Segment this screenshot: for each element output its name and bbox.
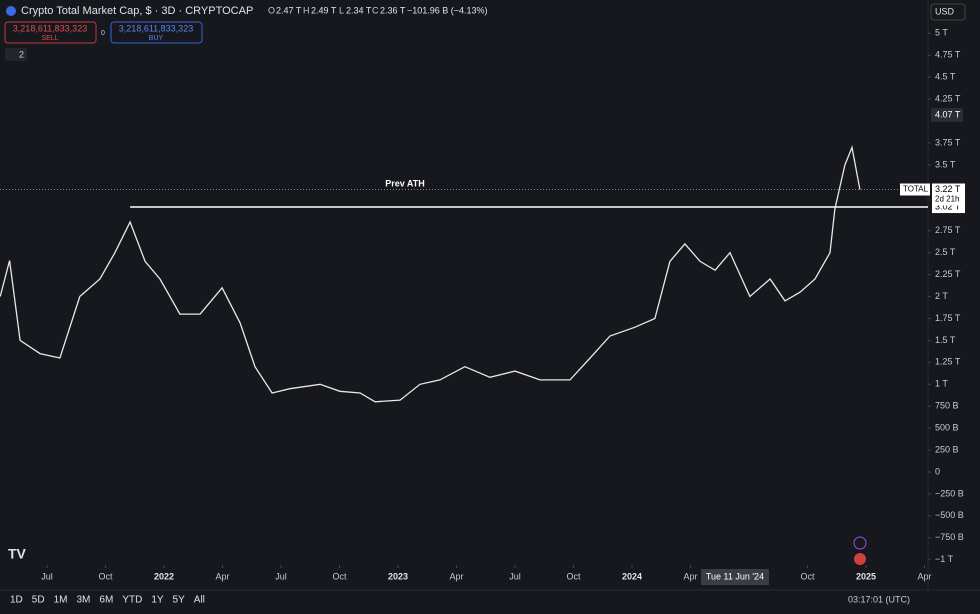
range-button[interactable]: YTD xyxy=(122,595,142,606)
y-tick-label: 4.5 T xyxy=(935,72,956,82)
y-tick-label: −1 T xyxy=(935,554,954,564)
range-button[interactable]: 1Y xyxy=(151,595,164,606)
currency[interactable]: USD xyxy=(935,6,955,16)
y-tick-label: 3.75 T xyxy=(935,137,961,147)
ohlc: O xyxy=(268,5,275,15)
y-tick-label: 2.25 T xyxy=(935,269,961,279)
clock: 03:17:01 (UTC) xyxy=(848,594,910,604)
crosshair-y-box xyxy=(931,107,963,122)
x-tick-label: Oct xyxy=(566,571,581,581)
sell-label[interactable]: SELL xyxy=(41,35,58,42)
indicator-count[interactable]: 2 xyxy=(19,49,24,59)
x-tick-label: Apr xyxy=(917,571,931,581)
last-name: TOTAL xyxy=(903,185,929,194)
range-button[interactable]: 3M xyxy=(77,595,91,606)
ohlc: 2.49 T xyxy=(311,5,337,15)
buy-label[interactable]: BUY xyxy=(149,35,164,42)
y-tick-label: 1.25 T xyxy=(935,357,961,367)
y-tick-label: 2.75 T xyxy=(935,225,961,235)
range-button[interactable]: All xyxy=(194,595,205,606)
y-tick-label: 1.75 T xyxy=(935,313,961,323)
y-tick-label: 0 xyxy=(935,466,940,476)
y-tick-label: 1.5 T xyxy=(935,335,956,345)
x-tick-label: Jul xyxy=(275,571,287,581)
y-tick-label: 250 B xyxy=(935,444,959,454)
ath-label: Prev ATH xyxy=(385,178,425,188)
ohlc: C xyxy=(372,5,379,15)
currency-button[interactable] xyxy=(930,3,966,21)
range-button[interactable]: 1D xyxy=(10,595,23,606)
y-tick-label: 750 B xyxy=(935,401,959,411)
y-tick-label: −250 B xyxy=(935,488,964,498)
last-price-box xyxy=(932,183,965,206)
x-tick-label: 2024 xyxy=(622,571,642,581)
sell-price[interactable]: 3,218,611,833,323 xyxy=(13,23,87,33)
buy-button[interactable] xyxy=(110,21,203,44)
range-button[interactable]: 5D xyxy=(32,595,45,606)
last-name-box xyxy=(900,183,930,196)
range-button[interactable]: 5Y xyxy=(173,595,186,606)
y-tick-label: 4.25 T xyxy=(935,94,961,104)
crosshair-x-box xyxy=(700,569,769,585)
countdown: 2d 21h xyxy=(935,195,959,204)
ohlc: 2.34 T xyxy=(346,5,372,15)
y-tick-label: −500 B xyxy=(935,510,964,520)
crosshair-x-label: Tue 11 Jun '24 xyxy=(706,571,764,581)
ohlc: H xyxy=(303,5,310,15)
x-tick-label: Apr xyxy=(683,571,697,581)
y-tick-label: 4.75 T xyxy=(935,50,961,60)
last-price: 3.22 T xyxy=(935,184,961,194)
event-icon xyxy=(854,553,866,565)
ohlc: 2.47 T xyxy=(276,5,302,15)
x-tick-label: Oct xyxy=(800,571,815,581)
event-icon xyxy=(853,536,867,550)
y-tick-label: 5 T xyxy=(935,28,948,38)
range-button[interactable]: 1M xyxy=(54,595,68,606)
x-tick-label: Jul xyxy=(509,571,521,581)
y-tick-label: 3.5 T xyxy=(935,159,956,169)
indicator-toggle[interactable] xyxy=(5,48,27,61)
crosshair-y-label: 4.07 T xyxy=(935,109,961,119)
y-tick-label: 1 T xyxy=(935,379,948,389)
range-button[interactable]: 6M xyxy=(99,595,113,606)
y-tick-label: −750 B xyxy=(935,532,964,542)
x-tick-label: Jul xyxy=(41,571,53,581)
y-tick-label: 500 B xyxy=(935,423,959,433)
ohlc: 2.36 T xyxy=(380,5,406,15)
ath-price: 3.02 T xyxy=(935,201,961,211)
title: Crypto Total Market Cap, $ · 3D · CRYPTO… xyxy=(21,5,253,17)
symbol-icon xyxy=(6,6,16,16)
x-tick-label: 2022 xyxy=(154,571,174,581)
x-tick-label: 2025 xyxy=(856,571,876,581)
x-tick-label: Oct xyxy=(333,571,348,581)
spread: 0 xyxy=(101,30,105,37)
x-tick-label: Oct xyxy=(99,571,114,581)
ohlc: L xyxy=(339,5,344,15)
x-tick-label: Apr xyxy=(216,571,230,581)
logo: TV xyxy=(8,546,27,562)
x-tick-label: 2023 xyxy=(388,571,408,581)
buy-price[interactable]: 3,218,611,833,323 xyxy=(119,23,193,33)
y-tick-label: 2 T xyxy=(935,291,948,301)
change: −101.96 B (−4.13%) xyxy=(407,5,488,15)
x-tick-label: Apr xyxy=(450,571,464,581)
price-line xyxy=(0,145,861,403)
sell-button[interactable] xyxy=(4,21,97,44)
y-tick-label: 2.5 T xyxy=(935,247,956,257)
